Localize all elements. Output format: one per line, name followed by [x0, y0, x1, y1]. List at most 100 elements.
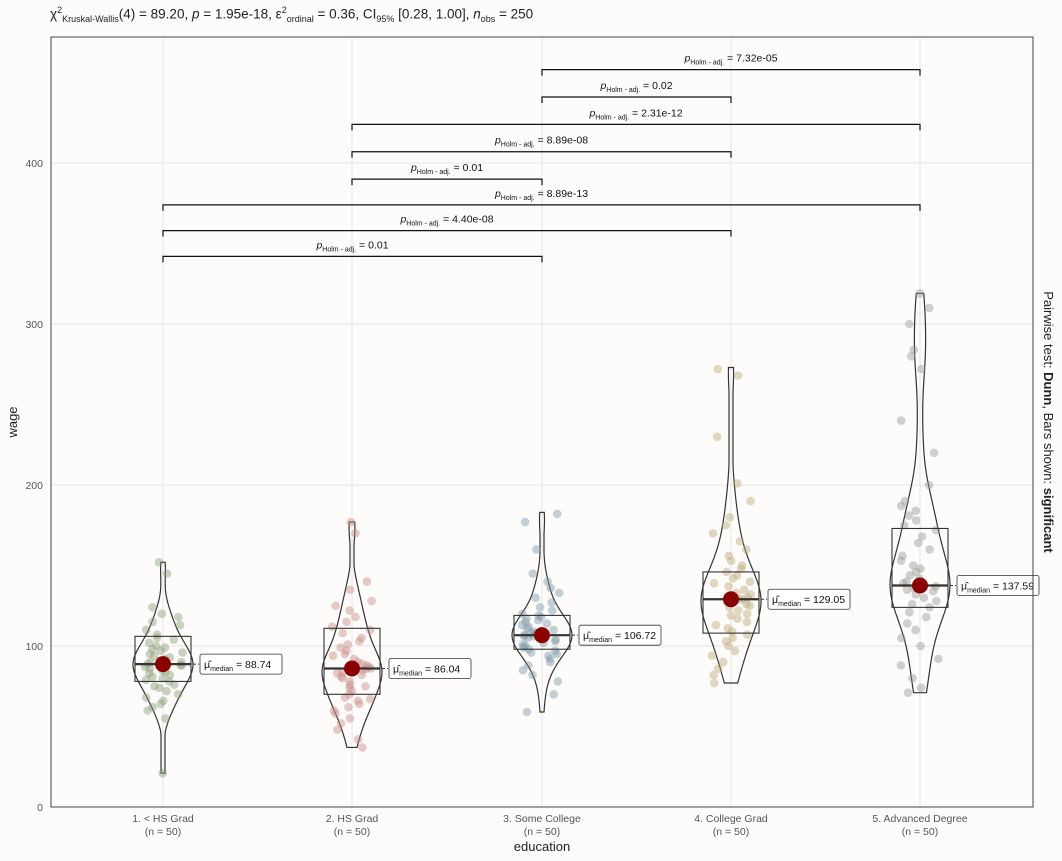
data-point	[911, 516, 921, 525]
data-point	[357, 670, 367, 680]
data-point	[175, 620, 185, 630]
data-point	[148, 672, 157, 681]
median-label: μ̂median = 129.05	[767, 588, 851, 610]
data-point	[174, 612, 183, 622]
data-point	[728, 633, 737, 643]
pairwise-p-label: pHolm - adj. = 4.40e-08	[399, 214, 493, 228]
data-point	[520, 517, 530, 527]
data-point	[905, 607, 914, 617]
data-point	[925, 545, 934, 554]
median-label-box	[578, 624, 662, 646]
data-point	[353, 735, 363, 744]
data-point	[331, 709, 340, 718]
data-point	[522, 614, 531, 623]
pairwise-bar	[351, 151, 732, 158]
data-point	[924, 303, 934, 313]
data-point	[726, 556, 736, 565]
category-group: μ̂median = 106.72	[511, 509, 662, 717]
x-tick-n-label: (n = 50)	[524, 826, 560, 838]
data-point	[365, 625, 375, 635]
data-point	[145, 664, 155, 673]
data-point	[149, 651, 159, 660]
violin-shape	[321, 521, 383, 749]
data-point	[532, 545, 541, 554]
data-point	[141, 693, 151, 702]
data-point	[161, 714, 170, 723]
data-point	[158, 673, 168, 683]
eps-sup: 2	[281, 5, 287, 15]
data-point	[714, 664, 723, 673]
data-point	[178, 648, 187, 657]
median-point	[534, 627, 550, 644]
data-point	[367, 596, 376, 606]
data-point	[916, 641, 925, 651]
data-point	[543, 577, 552, 586]
eps-sub: ordinal	[286, 14, 314, 25]
data-point	[552, 649, 562, 659]
data-point	[345, 606, 354, 615]
data-point	[528, 670, 537, 680]
y-tick-label: 200	[25, 480, 43, 492]
caption-test: Dunn	[1041, 372, 1056, 405]
median-point	[155, 656, 171, 673]
data-point	[916, 564, 925, 574]
data-point	[728, 574, 738, 583]
data-point	[156, 646, 166, 656]
pairwise-p-label: pHolm - adj. = 0.01	[315, 239, 388, 253]
data-point	[544, 651, 553, 660]
data-point	[151, 641, 161, 651]
data-point	[922, 612, 931, 622]
data-point	[158, 696, 168, 706]
data-point	[730, 646, 740, 656]
data-point	[160, 643, 170, 652]
data-point	[549, 625, 558, 635]
pairwise-p-label: pHolm - adj. = 0.01	[410, 162, 483, 176]
median-label-text: μ̂median = 86.04	[393, 663, 460, 677]
data-point	[710, 678, 719, 688]
data-point	[908, 561, 918, 570]
data-point	[904, 511, 914, 520]
data-point	[713, 364, 723, 374]
x-tick-label: 3. Some College	[503, 813, 581, 825]
data-point	[342, 617, 351, 627]
x-tick-label: 2. HS Grad	[326, 813, 379, 825]
y-axis-label: wage	[5, 406, 20, 438]
data-point	[346, 517, 356, 527]
data-point	[928, 586, 938, 596]
data-point	[520, 641, 530, 651]
data-point	[896, 416, 906, 425]
data-point	[354, 699, 364, 709]
data-point	[518, 640, 528, 649]
category-group: μ̂median = 129.05	[700, 364, 851, 688]
data-point	[724, 641, 733, 651]
pairwise-bar	[162, 204, 921, 211]
data-point	[903, 619, 912, 628]
n-sub: obs	[480, 14, 496, 25]
median-label-text: μ̂median = 129.05	[772, 594, 845, 608]
data-point	[746, 496, 755, 506]
y-tick-label: 400	[25, 158, 43, 170]
n-label: n	[473, 6, 481, 22]
data-point	[909, 345, 919, 355]
data-point	[917, 364, 926, 374]
median-label-text: μ̂median = 137.59	[961, 580, 1034, 594]
data-point	[905, 570, 915, 580]
data-point	[154, 557, 164, 567]
chi-symbol: χ	[50, 6, 58, 22]
pairwise-p-label: pHolm - adj. = 0.02	[599, 80, 672, 94]
df-value: (4) = 89.20,	[118, 6, 192, 22]
data-point	[144, 638, 154, 648]
data-point	[733, 371, 743, 380]
data-point	[523, 661, 533, 670]
ci-sub: 95%	[376, 14, 395, 25]
data-point	[351, 612, 360, 622]
data-point	[340, 693, 350, 702]
data-point	[338, 628, 347, 638]
data-point	[148, 603, 157, 612]
data-point	[549, 690, 559, 699]
data-point	[327, 622, 337, 631]
x-tick-n-label: (n = 50)	[334, 826, 370, 838]
caption-shown: significant	[1041, 488, 1056, 554]
data-point	[906, 351, 916, 361]
